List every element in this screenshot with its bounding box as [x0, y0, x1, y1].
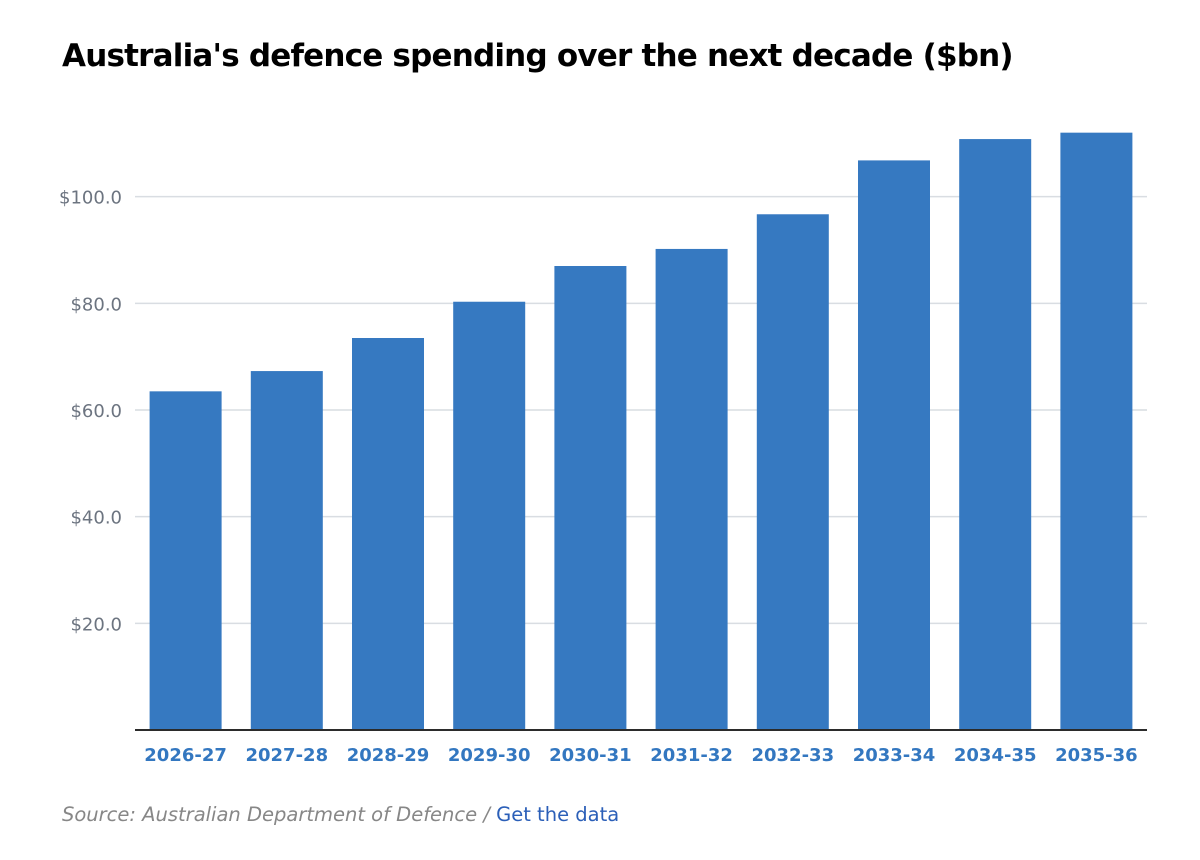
bar — [554, 266, 627, 730]
bar — [1060, 132, 1133, 730]
x-tick-label: 2026-27 — [144, 745, 227, 766]
bar — [959, 139, 1032, 731]
y-tick-label: $60.0 — [70, 401, 122, 422]
get-the-data-link[interactable]: Get the data — [496, 803, 620, 826]
bar — [756, 214, 829, 730]
x-tick-label: 2035-36 — [1055, 745, 1138, 766]
y-axis-ticks: $20.0 $40.0 $60.0 $80.0 $100.0 — [59, 188, 122, 636]
x-tick-label: 2031-32 — [650, 745, 733, 766]
chart-title: Australia's defence spending over the ne… — [62, 38, 1014, 74]
x-axis-ticks: 2026-27 2027-28 2028-29 2029-30 2030-31 2031-… — [144, 745, 1137, 766]
x-tick-label: 2027-28 — [245, 745, 328, 766]
x-tick-label: 2034-35 — [954, 745, 1037, 766]
y-tick-label: $80.0 — [70, 294, 122, 315]
x-tick-label: 2028-29 — [347, 745, 430, 766]
y-tick-label: $100.0 — [59, 188, 122, 209]
y-tick-label: $20.0 — [70, 614, 122, 635]
bar — [149, 391, 222, 730]
bar — [858, 160, 930, 730]
bars — [149, 132, 1133, 731]
bar — [352, 338, 424, 730]
source-note: Source: Australian Department of Defence… — [62, 803, 490, 826]
bar-chart: $20.0 $40.0 $60.0 $80.0 $100.0 2026-27 2027-2… — [59, 132, 1147, 766]
bar — [453, 301, 526, 730]
x-tick-label: 2032-33 — [751, 745, 834, 766]
bar — [250, 371, 323, 730]
y-tick-label: $40.0 — [70, 508, 122, 529]
x-tick-label: 2029-30 — [448, 745, 531, 766]
bar — [655, 248, 728, 730]
x-tick-label: 2033-34 — [853, 745, 936, 766]
x-tick-label: 2030-31 — [549, 745, 632, 766]
chart-footer: Source: Australian Department of Defence… — [62, 803, 619, 826]
